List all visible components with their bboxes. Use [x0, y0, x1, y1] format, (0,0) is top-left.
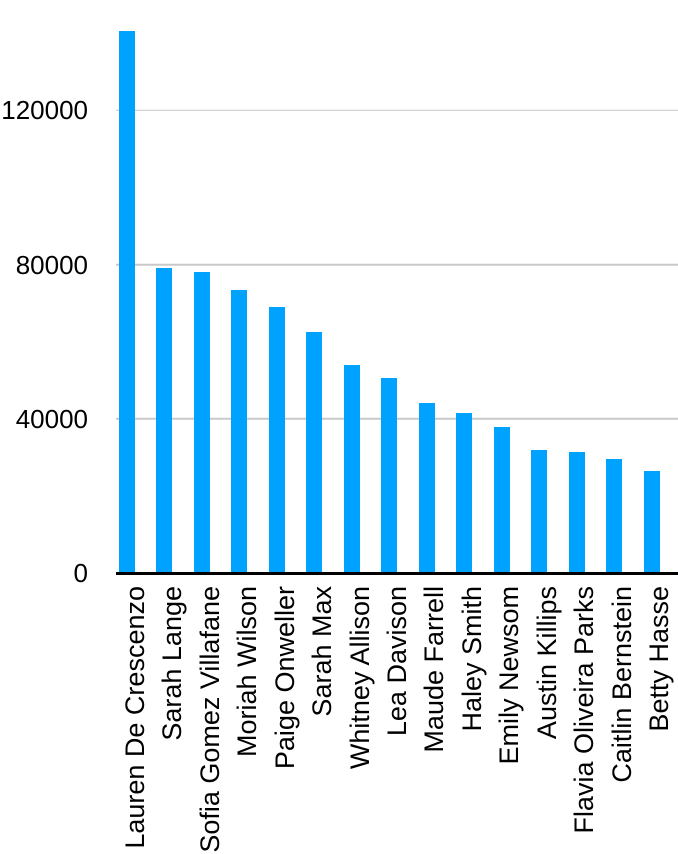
bar-slot — [491, 14, 528, 573]
x-axis-label: Moriah Wilson — [232, 586, 263, 758]
x-axis-label: Lea Davison — [382, 586, 413, 737]
x-label-slot: Sofia Gomez Villafane — [191, 586, 228, 854]
bar-slot — [153, 14, 190, 573]
x-axis-label: Betty Hasse — [644, 586, 675, 732]
gridline-80000 — [116, 263, 678, 266]
bar — [231, 289, 248, 573]
bar-slot — [453, 14, 490, 573]
bar — [268, 307, 285, 573]
bar-slot — [528, 14, 565, 573]
x-axis-label: Paige Onweller — [269, 586, 300, 770]
bar — [193, 272, 210, 573]
y-tick-label: 120000 — [1, 95, 88, 126]
bar-slot — [378, 14, 415, 573]
x-axis-line — [116, 571, 678, 575]
x-axis-label: Austin Killips — [531, 586, 562, 740]
x-axis-label: Lauren De Crescenzo — [119, 586, 150, 849]
bar-slot — [641, 14, 678, 573]
bar — [531, 449, 548, 573]
bar-slot — [566, 14, 603, 573]
x-label-slot: Haley Smith — [453, 586, 490, 854]
plot-area — [116, 14, 678, 573]
bar-slot — [266, 14, 303, 573]
bar-slot — [416, 14, 453, 573]
bar — [343, 364, 360, 573]
bar — [418, 403, 435, 573]
bar — [381, 378, 398, 573]
x-axis-label: Caitlin Bernstein — [606, 586, 637, 783]
x-axis-label: Sofia Gomez Villafane — [194, 586, 225, 853]
x-axis-labels: Lauren De Crescenzo Sarah Lange Sofia Gome… — [116, 586, 678, 854]
bar — [568, 451, 585, 573]
bar — [119, 31, 135, 573]
bar-slot — [191, 14, 228, 573]
y-tick-label: 40000 — [15, 403, 88, 434]
x-label-slot: Betty Hasse — [641, 586, 678, 854]
x-label-slot: Lauren De Crescenzo — [116, 586, 153, 854]
x-axis-label: Whitney Allison — [344, 586, 375, 770]
y-tick-label: 0 — [73, 558, 88, 588]
bar-slot — [228, 14, 265, 573]
x-label-slot: Paige Onweller — [266, 586, 303, 854]
x-label-slot: Moriah Wilson — [228, 586, 265, 854]
bar — [456, 413, 473, 573]
x-label-slot: Sarah Lange — [153, 586, 190, 854]
x-label-slot: Lea Davison — [378, 586, 415, 854]
x-axis-label: Emily Newsom — [494, 586, 525, 765]
x-label-slot: Maude Farrell — [416, 586, 453, 854]
bar-slot — [303, 14, 340, 573]
y-tick-label: 80000 — [15, 249, 88, 280]
bar-slot — [341, 14, 378, 573]
x-axis-label: Sarah Lange — [157, 586, 188, 741]
x-label-slot: Flavia Oliveira Parks — [566, 586, 603, 854]
x-axis-label: Flavia Oliveira Parks — [569, 586, 600, 834]
x-label-slot: Austin Killips — [528, 586, 565, 854]
y-axis-labels: 0 40000 80000 120000 — [0, 14, 88, 586]
bar — [606, 459, 623, 573]
x-label-slot: Emily Newsom — [491, 586, 528, 854]
x-label-slot: Caitlin Bernstein — [603, 586, 640, 854]
bar — [643, 470, 660, 573]
bar-slot — [116, 14, 153, 573]
x-axis-label: Sarah Max — [307, 586, 338, 717]
x-label-slot: Whitney Allison — [341, 586, 378, 854]
gridline-120000 — [116, 109, 678, 112]
bar-slot — [603, 14, 640, 573]
x-axis-label: Maude Farrell — [419, 586, 450, 753]
x-label-slot: Sarah Max — [303, 586, 340, 854]
bar — [493, 426, 510, 573]
bar — [156, 268, 173, 573]
x-axis-label: Haley Smith — [456, 586, 487, 732]
bar-series — [116, 14, 678, 573]
bar — [306, 332, 323, 573]
